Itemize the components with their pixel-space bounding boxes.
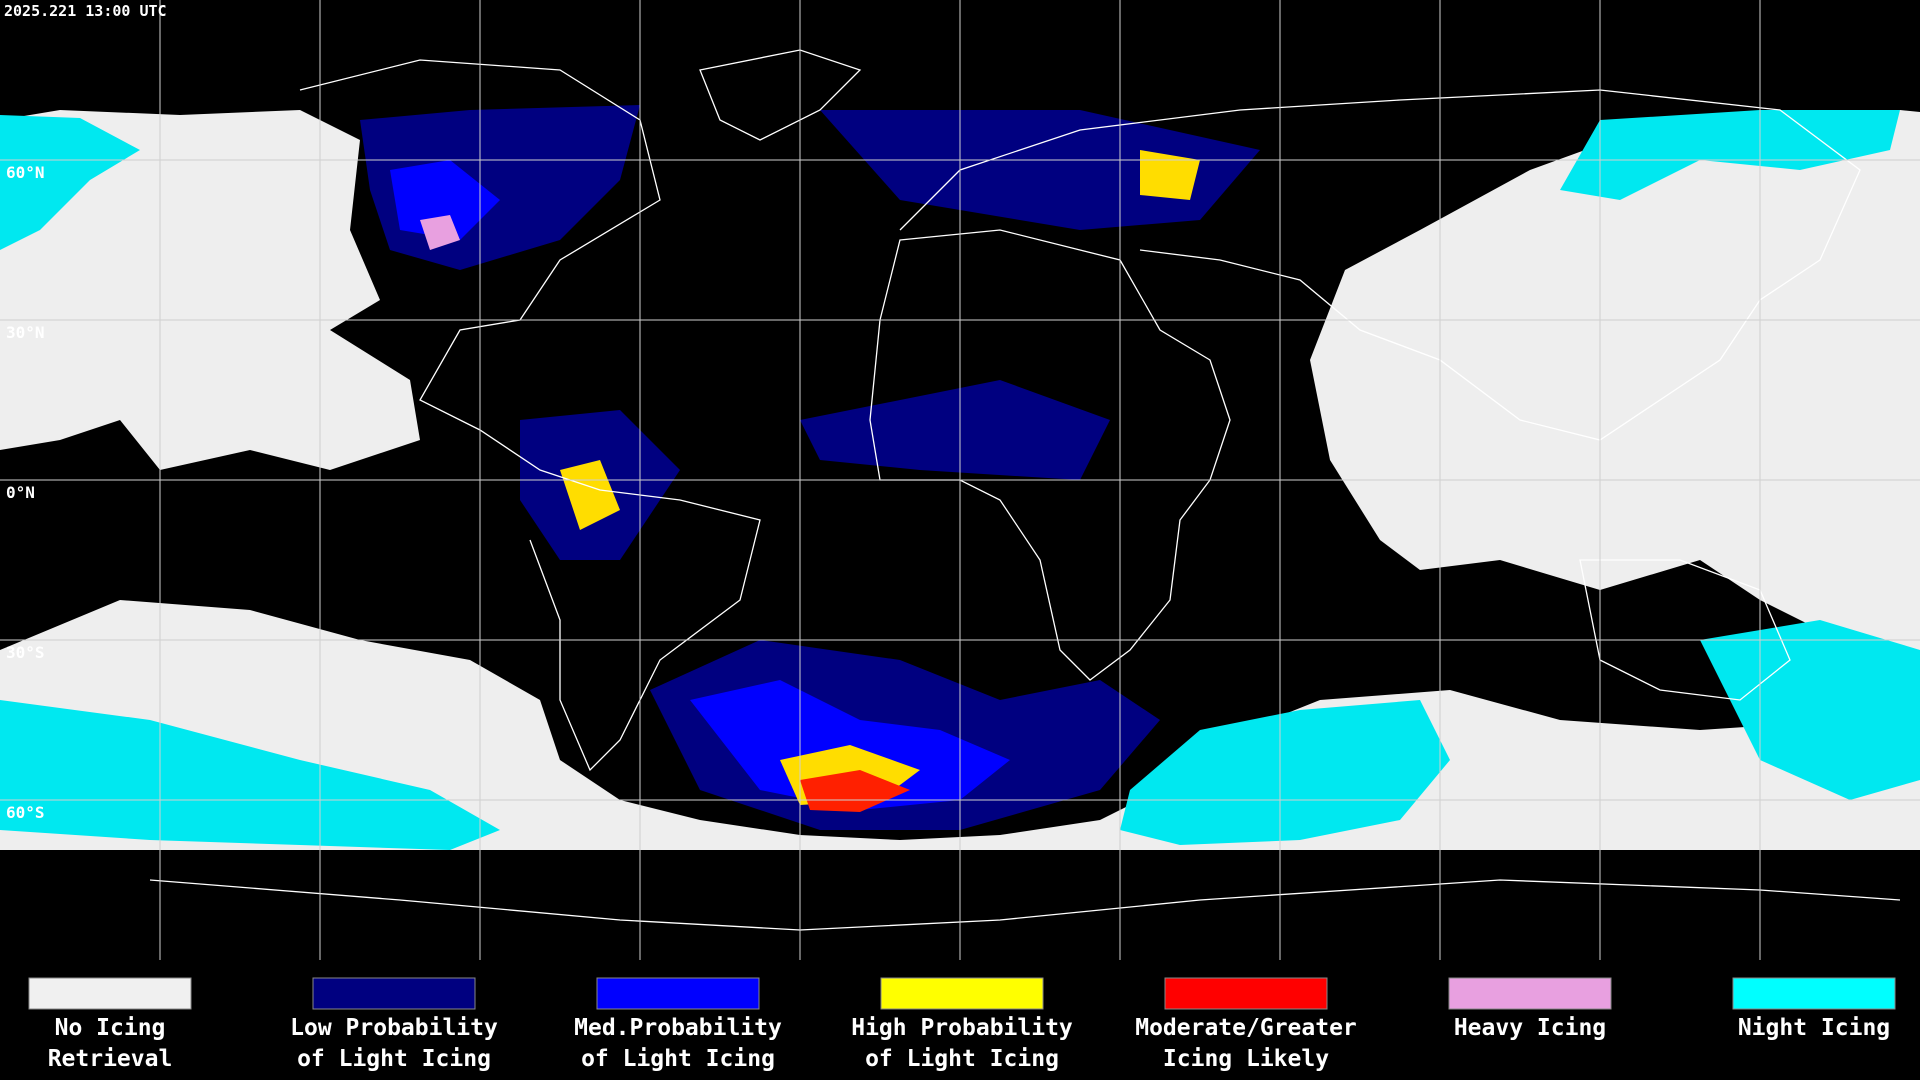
latitude-label: 0°N	[6, 483, 35, 502]
legend-label: of Light Icing	[581, 1046, 775, 1072]
latitude-label: 60°N	[6, 163, 45, 182]
legend-swatch	[1448, 977, 1612, 1010]
night-icing-region	[0, 700, 500, 850]
night-icing-region	[1560, 110, 1900, 200]
legend-label: High Probability	[851, 1015, 1073, 1041]
med-icing-region	[390, 160, 500, 240]
night-icing-region	[0, 115, 140, 250]
heavy-icing-region	[420, 215, 460, 250]
no-icing-region	[1310, 110, 1920, 700]
high-icing-region	[1140, 150, 1200, 200]
legend-label: Moderate/Greater	[1135, 1015, 1357, 1041]
high-icing-region	[560, 460, 620, 530]
legend-label: of Light Icing	[865, 1046, 1059, 1072]
low-icing-region	[800, 380, 1110, 480]
legend-label: Night Icing	[1738, 1015, 1890, 1041]
coastline	[1579, 559, 1791, 701]
legend-label: Icing Likely	[1163, 1046, 1329, 1072]
legend-label: Retrieval	[48, 1046, 173, 1072]
legend-label: No Icing	[55, 1015, 166, 1041]
night-icing-region	[1700, 620, 1920, 800]
night-icing-region	[1120, 700, 1450, 845]
latitude-labels: 60°N 30°N 0°N 30°S 60°S	[6, 163, 45, 822]
legend-label: Heavy Icing	[1454, 1015, 1606, 1041]
legend-label: Med.Probability	[574, 1015, 782, 1041]
moderate-icing-region	[800, 770, 910, 812]
timestamp: 2025.221 13:00 UTC	[4, 2, 167, 20]
coastline	[299, 59, 761, 772]
graticule	[0, 0, 1920, 960]
legend-label: of Light Icing	[297, 1046, 491, 1072]
latitude-label: 30°S	[6, 643, 45, 662]
legend-swatch	[312, 977, 476, 1010]
coastline	[149, 879, 1901, 931]
legend-swatch	[28, 977, 192, 1010]
legend-swatch	[596, 977, 760, 1010]
legend-swatch	[1164, 977, 1328, 1010]
latitude-label: 30°N	[6, 323, 45, 342]
map: 60°N 30°N 0°N 30°S 60°S 2025.221 13:00 UTC	[0, 0, 1920, 960]
no-icing-region	[0, 110, 420, 470]
latitude-label: 60°S	[6, 803, 45, 822]
legend-swatch	[880, 977, 1044, 1010]
legend-swatch	[1732, 977, 1896, 1010]
legend-label: Low Probability	[290, 1015, 498, 1041]
legend: No Icing Retrieval Low Probability of Light…	[28, 977, 1896, 1072]
